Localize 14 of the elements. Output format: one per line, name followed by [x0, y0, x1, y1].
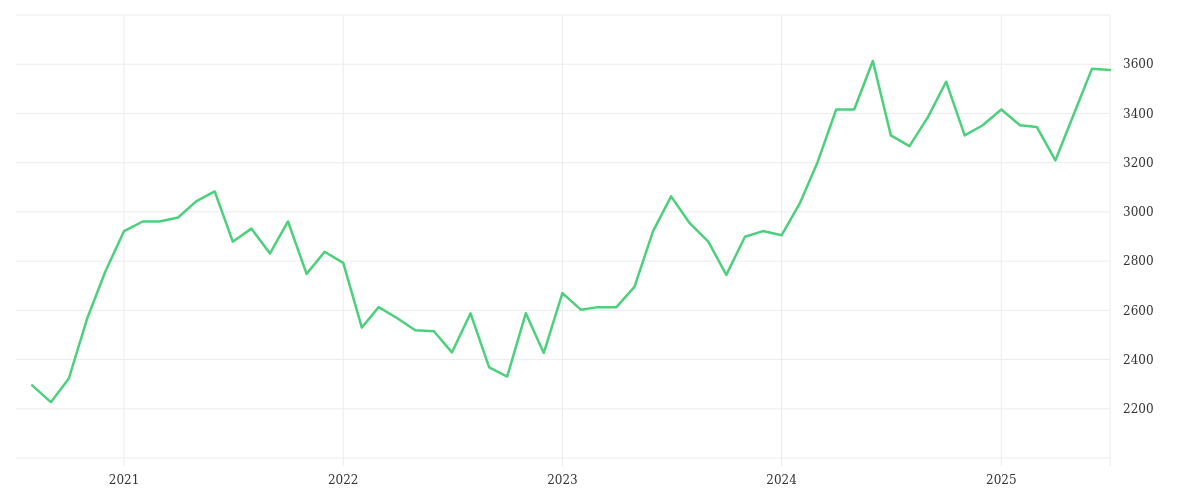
y-tick-label: 3400	[1123, 106, 1154, 121]
y-tick-label: 2800	[1123, 254, 1154, 269]
y-tick-label: 2600	[1123, 303, 1154, 318]
y-tick-label: 2400	[1123, 352, 1154, 367]
y-tick-label: 3000	[1123, 205, 1154, 220]
y-tick-label: 3200	[1123, 155, 1154, 170]
x-tick-label: 2024	[766, 473, 798, 487]
line-series	[30, 59, 1112, 404]
y-tick-label: 3600	[1123, 57, 1154, 72]
x-tick-label: 2021	[108, 473, 140, 487]
x-tick-label: 2025	[986, 473, 1017, 487]
x-tick-label: 2022	[327, 473, 359, 487]
y-tick-label: 2200	[1123, 401, 1154, 416]
x-tick-label: 2023	[547, 473, 578, 487]
